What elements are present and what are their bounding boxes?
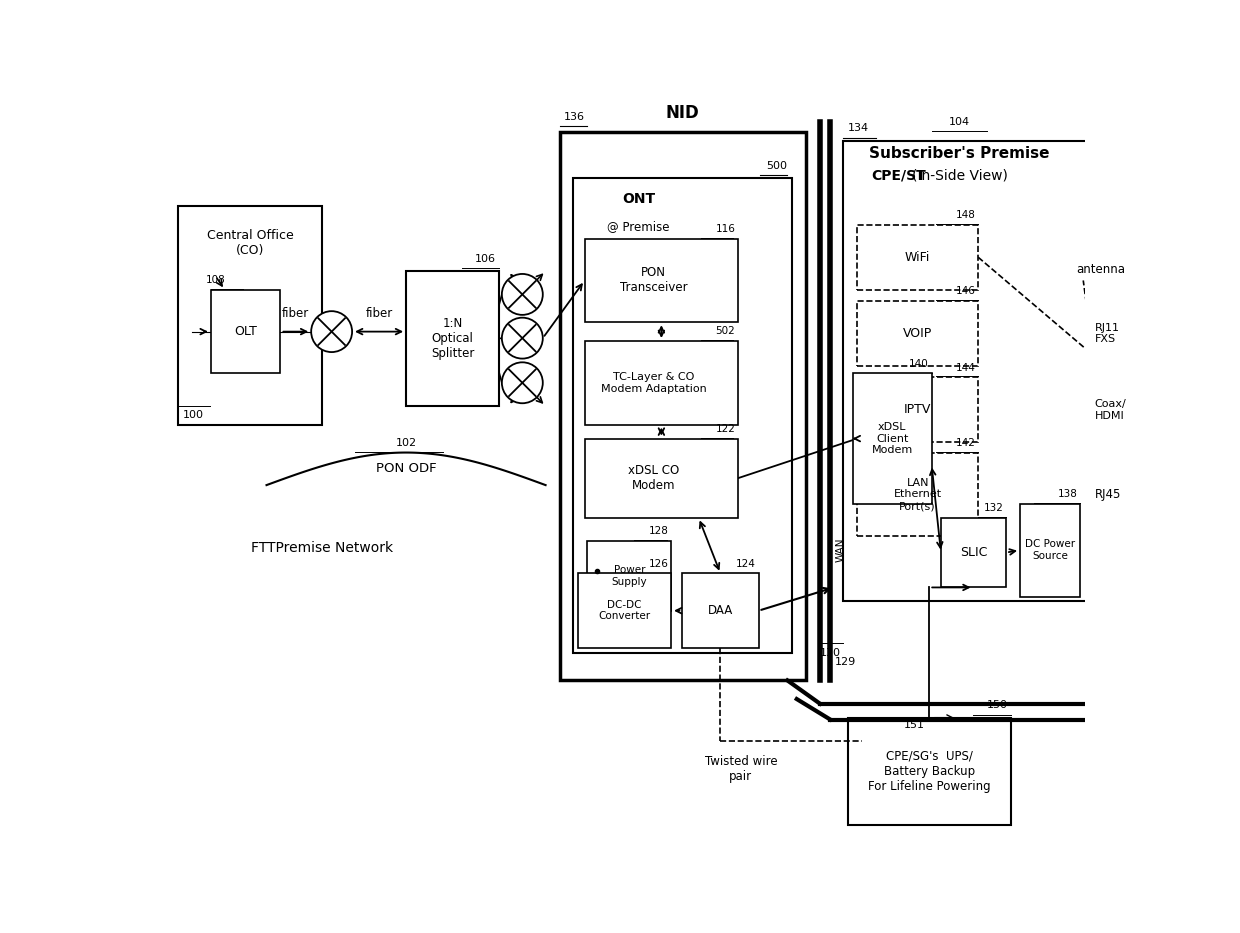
Text: 108: 108 (206, 275, 226, 285)
Text: 1:N
Optical
Splitter: 1:N Optical Splitter (430, 317, 474, 360)
Text: xDSL CO
Modem: xDSL CO Modem (629, 464, 680, 492)
Text: CPE/ST: CPE/ST (872, 169, 926, 183)
Text: (In-Side View): (In-Side View) (911, 169, 1007, 183)
FancyBboxPatch shape (857, 453, 978, 536)
Text: 129: 129 (835, 657, 856, 667)
Text: 100: 100 (182, 410, 203, 420)
Text: 142: 142 (956, 438, 976, 448)
Text: 140: 140 (909, 359, 929, 369)
Text: 138: 138 (1058, 489, 1078, 499)
Text: 148: 148 (956, 210, 976, 220)
Text: RJ11
FXS: RJ11 FXS (1095, 323, 1120, 344)
FancyBboxPatch shape (584, 439, 738, 518)
FancyBboxPatch shape (682, 574, 759, 648)
FancyBboxPatch shape (405, 272, 498, 406)
Text: Subscriber's Premise: Subscriber's Premise (869, 146, 1050, 160)
FancyBboxPatch shape (941, 518, 1006, 588)
Text: 132: 132 (983, 503, 1003, 513)
Text: 144: 144 (956, 363, 976, 372)
Circle shape (502, 317, 543, 358)
Text: 124: 124 (735, 559, 756, 569)
Text: DC Power
Source: DC Power Source (1025, 539, 1075, 561)
Text: 128: 128 (649, 526, 668, 536)
FancyBboxPatch shape (559, 132, 806, 680)
Circle shape (502, 362, 543, 403)
FancyBboxPatch shape (211, 290, 280, 373)
Text: 130: 130 (820, 648, 841, 658)
FancyBboxPatch shape (857, 225, 978, 290)
Text: 122: 122 (715, 424, 735, 434)
Text: Twisted wire
pair: Twisted wire pair (704, 755, 777, 783)
FancyBboxPatch shape (573, 178, 792, 652)
Text: @ Premise: @ Premise (608, 220, 670, 233)
Text: 150: 150 (987, 701, 1008, 710)
Text: 502: 502 (715, 327, 735, 336)
Text: SLIC: SLIC (960, 546, 987, 559)
FancyBboxPatch shape (1021, 504, 1080, 597)
Text: DAA: DAA (708, 605, 733, 618)
Text: Central Office
(CO): Central Office (CO) (207, 230, 294, 258)
Text: fiber: fiber (366, 308, 393, 320)
FancyBboxPatch shape (588, 541, 671, 611)
FancyBboxPatch shape (179, 206, 322, 425)
Text: DC-DC
Converter: DC-DC Converter (599, 600, 651, 621)
Text: 104: 104 (949, 117, 970, 127)
Text: 126: 126 (649, 559, 668, 569)
FancyBboxPatch shape (578, 574, 671, 648)
Text: 146: 146 (956, 286, 976, 297)
Text: 151: 151 (904, 719, 925, 730)
FancyBboxPatch shape (857, 301, 978, 366)
Text: TC-Layer & CO
Modem Adaptation: TC-Layer & CO Modem Adaptation (601, 372, 707, 394)
Text: RJ45: RJ45 (1095, 488, 1121, 501)
Text: LAN
Ethernet
Port(s): LAN Ethernet Port(s) (894, 478, 941, 511)
FancyBboxPatch shape (853, 373, 931, 504)
Text: CPE/SG's  UPS/
Battery Backup
For Lifeline Powering: CPE/SG's UPS/ Battery Backup For Lifelin… (868, 749, 991, 793)
Text: Coax/
HDMI: Coax/ HDMI (1095, 399, 1126, 421)
Text: xDSL
Client
Modem: xDSL Client Modem (872, 422, 913, 455)
Text: IPTV: IPTV (904, 403, 931, 416)
FancyBboxPatch shape (848, 717, 1011, 825)
Text: 136: 136 (564, 112, 585, 122)
Text: WAN: WAN (836, 538, 846, 563)
Text: OLT: OLT (234, 325, 257, 338)
Text: antenna: antenna (1076, 263, 1125, 276)
Text: NID: NID (666, 104, 699, 122)
Text: VOIP: VOIP (903, 327, 932, 340)
Text: 134: 134 (848, 123, 869, 133)
FancyBboxPatch shape (584, 239, 738, 322)
Text: 500: 500 (766, 160, 787, 171)
Circle shape (502, 274, 543, 314)
Text: Power
Supply: Power Supply (611, 565, 647, 587)
FancyBboxPatch shape (843, 141, 1090, 602)
FancyBboxPatch shape (857, 377, 978, 442)
Text: FTTPremise Network: FTTPremise Network (252, 541, 393, 555)
Circle shape (311, 311, 352, 352)
Text: 102: 102 (396, 438, 417, 448)
Text: PON
Transceiver: PON Transceiver (620, 267, 687, 295)
Text: fiber: fiber (283, 308, 310, 320)
FancyBboxPatch shape (584, 341, 738, 425)
Text: PON ODF: PON ODF (376, 462, 436, 475)
Text: 116: 116 (715, 224, 735, 234)
Text: WiFi: WiFi (905, 251, 930, 264)
Text: 106: 106 (475, 254, 496, 264)
Text: ONT: ONT (622, 192, 655, 206)
